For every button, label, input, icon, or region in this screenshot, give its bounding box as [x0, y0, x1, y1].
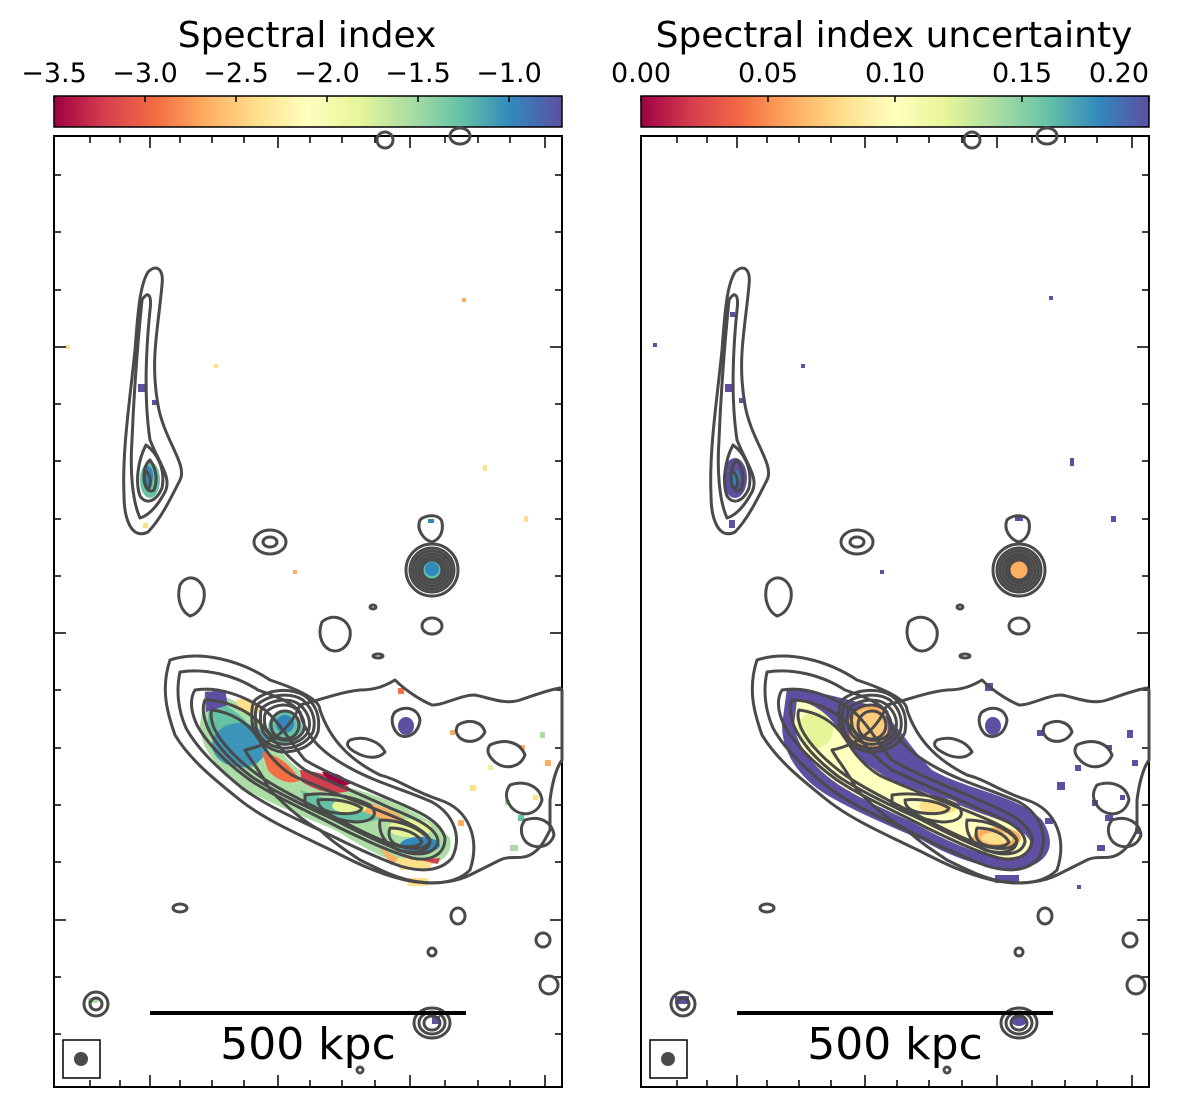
colorbar-tick-label: 0.20 [1089, 58, 1149, 89]
colorbar-tick-label: 0.10 [865, 58, 925, 89]
colorbar-tick-label: −2.5 [203, 58, 269, 89]
colorbar-tick-labels: −3.5 −3.0 −2.5 −2.0 −1.5 −1.0 [21, 58, 542, 89]
beam-indicator [62, 1039, 101, 1079]
scale-bar: 500 kpc [150, 1011, 466, 1070]
colorbar-tick-label: 0.00 [611, 58, 671, 89]
map-axes [53, 135, 563, 1088]
panel-spectral-index-uncertainty: Spectral index uncertainty 0.00 0.05 0.1… [611, 15, 1151, 1088]
radio-contours [82, 126, 564, 1075]
panel-spectral-index: Spectral index −3.5 −3.0 −2.5 −2.0 −1.5 … [21, 15, 564, 1088]
colorbar-tick-label: 0.15 [992, 58, 1052, 89]
colorbar [640, 95, 1150, 128]
scale-bar: 500 kpc [737, 1011, 1053, 1070]
colorbar-tick-labels: 0.00 0.05 0.10 0.15 0.20 [611, 58, 1149, 89]
scale-bar-label: 500 kpc [220, 1019, 396, 1070]
radio-contours [669, 126, 1151, 1075]
colorbar-tick-label: −2.0 [294, 58, 360, 89]
panel-title: Spectral index uncertainty [656, 15, 1133, 56]
map-axes [640, 135, 1150, 1088]
beam-indicator [649, 1039, 688, 1079]
colorbar-tick-label: −1.5 [385, 58, 451, 89]
colorbar-tick-label: −3.5 [21, 58, 87, 89]
colorbar [53, 95, 563, 128]
colorbar-tick-label: 0.05 [738, 58, 798, 89]
scale-bar-label: 500 kpc [807, 1019, 983, 1070]
colorbar-tick-label: −3.0 [112, 58, 178, 89]
colorbar-tick-label: −1.0 [476, 58, 542, 89]
panel-title: Spectral index [178, 15, 437, 56]
